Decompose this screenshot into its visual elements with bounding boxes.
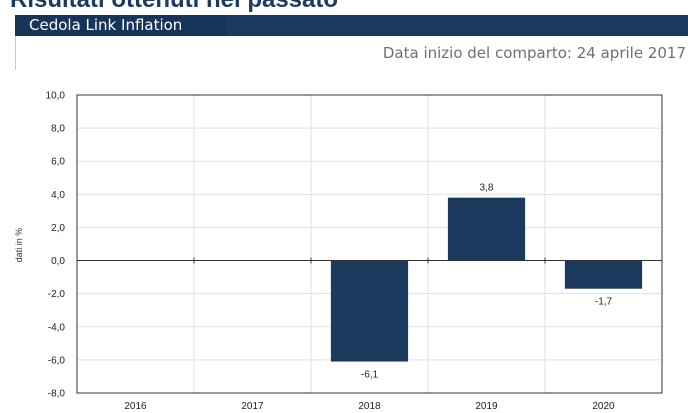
y-axis-label: dati in % [14, 228, 24, 263]
bar-2019 [447, 197, 526, 261]
y-tick-label: -2,0 [48, 289, 66, 300]
y-tick-label: -8,0 [48, 389, 66, 400]
data-label-2019: 3,8 [480, 183, 494, 194]
panel-header-bar: Cedola Link Inflation [15, 15, 688, 36]
axis-layer [76, 94, 663, 394]
x-tick-label-2019: 2019 [475, 401, 498, 412]
y-tick-label: -4,0 [48, 322, 66, 333]
y-tick-label: 4,0 [51, 190, 65, 201]
bar-layer [330, 197, 643, 362]
panel-tab-title: Cedola Link Inflation [15, 15, 227, 36]
x-tick-label-2018: 2018 [358, 401, 381, 412]
y-tick-label: -6,0 [48, 355, 66, 366]
panel-corner-line [15, 36, 16, 70]
y-tick-label: 0,0 [51, 256, 65, 267]
fund-start-date: Data inizio del comparto: 24 aprile 2017 [382, 44, 686, 62]
x-tick-label-2017: 2017 [241, 401, 264, 412]
y-tick-label: 6,0 [51, 157, 65, 168]
x-tick-label-2020: 2020 [592, 401, 615, 412]
plot-frame [76, 94, 663, 394]
label-layer: -8,0 -6,0 -4,0 -2,0 0,0 2,0 4,0 6,0 8,0 10,0 -6,1 3… [46, 91, 616, 413]
y-tick-label: 2,0 [51, 223, 65, 234]
data-label-2018: -6,1 [361, 370, 379, 381]
bar-2018 [330, 260, 409, 362]
y-tick-label: 10,0 [46, 91, 66, 102]
y-tick-label: 8,0 [51, 124, 65, 135]
page-heading: Risultati ottenuti nel passato [10, 0, 338, 14]
bar-2020 [564, 260, 643, 289]
data-label-2020: -1,7 [595, 297, 613, 308]
x-tick-label-2016: 2016 [124, 401, 147, 412]
